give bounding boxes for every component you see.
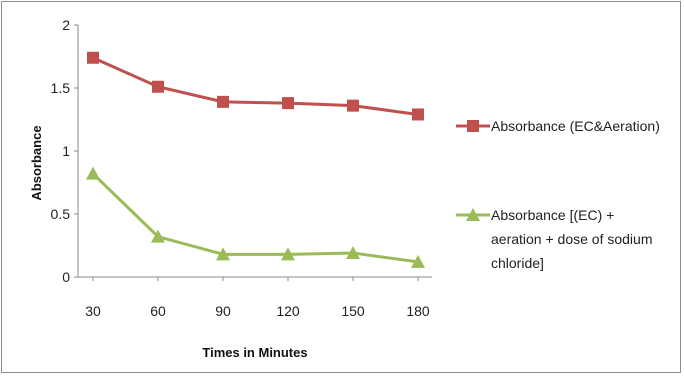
- y-axis-title: Absorbance: [29, 125, 44, 200]
- y-axis-ticks: 0 0.5 1 1.5 2: [51, 17, 78, 285]
- series-1-point: [412, 108, 424, 121]
- series-2-line: [91, 172, 419, 264]
- series-1-point: [217, 95, 229, 108]
- legend-swatch-marker: [467, 120, 479, 132]
- series-2-point: [346, 246, 360, 260]
- series-2-point: [216, 247, 230, 261]
- x-tick-label: 150: [341, 303, 365, 319]
- x-tick-label: 60: [150, 303, 166, 319]
- x-tick-label: 90: [215, 303, 231, 319]
- legend-label: chloride]: [491, 255, 544, 271]
- series-2-point: [151, 229, 165, 243]
- legend-item-1: Absorbance (EC&Aeration): [456, 118, 660, 134]
- series-layer: [86, 51, 425, 268]
- x-axis-ticks: 30 60 90 120 150 180: [85, 277, 430, 319]
- y-tick-label: 1.5: [51, 80, 71, 96]
- y-tick-label: 0.5: [51, 206, 71, 222]
- x-tick-label: 120: [276, 303, 300, 319]
- series-2-point: [86, 166, 100, 180]
- series-2-point: [281, 247, 295, 261]
- series-2: [86, 166, 425, 268]
- series-1-point: [347, 99, 359, 112]
- x-tick-label: 180: [406, 303, 430, 319]
- series-1-point: [87, 51, 99, 64]
- legend-item-2: Absorbance [(EC) + aeration + dose of sod…: [456, 207, 653, 271]
- plot-area: 0 0.5 1 1.5 2 30 60 90 120 150 180: [51, 17, 432, 319]
- series-1-line: [92, 56, 419, 116]
- series-1-point: [282, 97, 294, 110]
- y-tick-label: 2: [62, 17, 70, 33]
- legend-label: Absorbance [(EC) +: [491, 207, 614, 223]
- legend-label: Absorbance (EC&Aeration): [491, 118, 660, 134]
- series-1: [87, 51, 424, 121]
- legend: Absorbance (EC&Aeration) Absorbance [(EC)…: [456, 118, 660, 271]
- y-tick-label: 1: [62, 143, 70, 159]
- y-tick-label: 0: [62, 269, 70, 285]
- legend-swatch-marker: [466, 208, 480, 221]
- x-axis-title: Times in Minutes: [202, 345, 307, 360]
- x-tick-label: 30: [85, 303, 101, 319]
- series-1-point: [152, 80, 164, 93]
- legend-label: aeration + dose of sodium: [491, 231, 653, 247]
- series-2-point: [411, 254, 425, 268]
